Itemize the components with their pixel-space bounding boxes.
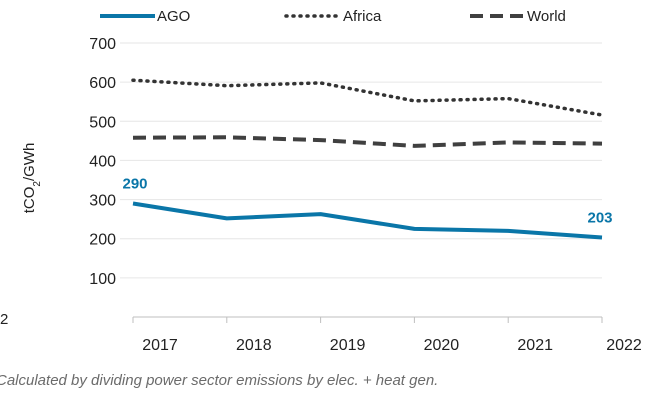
- x-tick-2017: 2017: [142, 337, 178, 354]
- series-lines: [131, 78, 604, 240]
- y-tick-300: 300: [89, 193, 116, 210]
- legend-label-world: World: [527, 8, 566, 25]
- y-tick-500: 500: [89, 114, 116, 131]
- y-axis-label: tCO2/GWh: [21, 143, 43, 214]
- x-tick-2018: 2018: [236, 337, 272, 354]
- gridlines: [120, 42, 602, 279]
- y-tick-400: 400: [89, 153, 116, 170]
- x-tick-2020: 2020: [424, 337, 460, 354]
- data-label-ago-2022: 203: [587, 210, 612, 227]
- series-line-world: [132, 135, 603, 148]
- y-tick-700: 700: [89, 36, 116, 53]
- y-tick-200: 200: [89, 232, 116, 249]
- x-tick-2019: 2019: [330, 337, 366, 354]
- y-tick-100: 100: [89, 271, 116, 288]
- legend-label-africa: Africa: [343, 8, 382, 25]
- legend-label-ago: AGO: [157, 8, 190, 25]
- stray-text: 2: [0, 311, 9, 328]
- x-tick-2022: 2022: [606, 337, 642, 354]
- y-tick-600: 600: [89, 75, 116, 92]
- legend: AGO Africa World: [100, 8, 566, 25]
- data-labels: 290 203: [122, 175, 612, 226]
- x-axis: 2017 2018 2019 2020 2021 2022: [132, 316, 642, 354]
- y-tick-labels: 100 200 300 400 500 600 700: [89, 36, 116, 288]
- series-line-africa: [131, 78, 604, 117]
- data-label-ago-2017: 290: [122, 175, 147, 192]
- footnote: Calculated by dividing power sector emis…: [0, 372, 439, 389]
- x-tick-2021: 2021: [517, 337, 553, 354]
- series-line-ago: [132, 201, 603, 240]
